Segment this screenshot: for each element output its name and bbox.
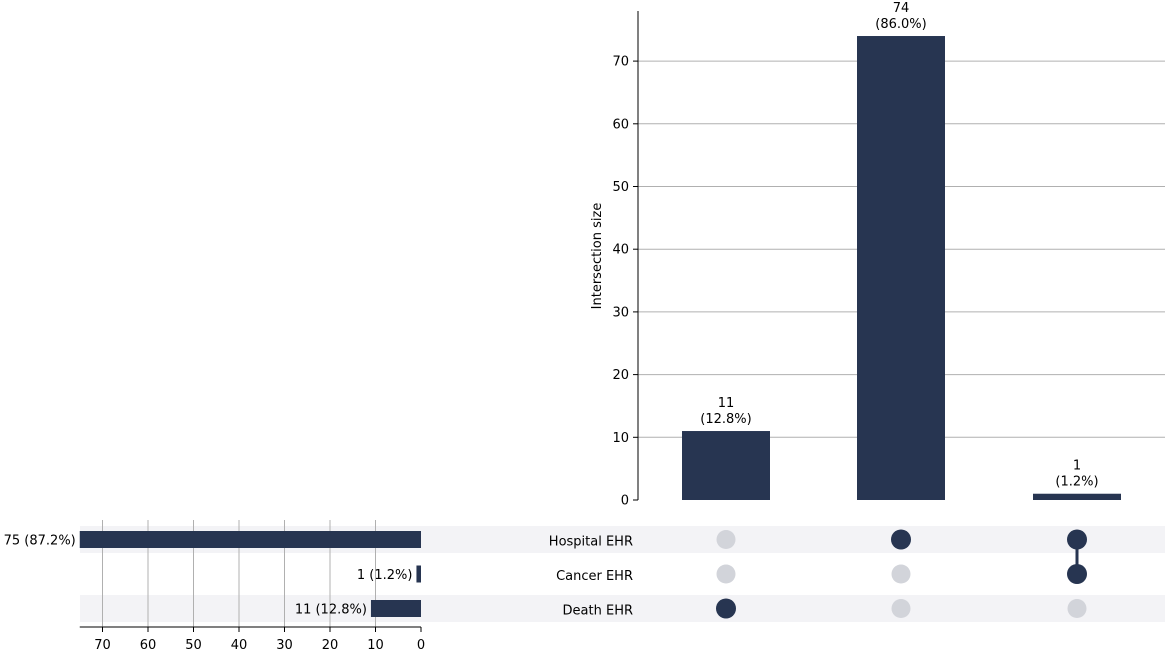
set-size-bar-death-ehr (370, 600, 421, 617)
intersection-tick-label: 50 (612, 180, 629, 195)
intersection-tick-label: 70 (612, 55, 629, 70)
intersection-tick-label: 20 (612, 368, 629, 383)
set-size-tick-label: 60 (140, 638, 157, 651)
set-name-hospital-ehr: Hospital EHR (549, 535, 633, 550)
set-size-label: 1 (1.2%) (357, 568, 413, 583)
intersection-bar-count-label: 74 (893, 1, 910, 16)
intersection-axis: 0 10 20 30 40 50 60 70 (612, 10, 639, 509)
set-size-tick-label: 40 (231, 638, 248, 651)
matrix-dot-inactive (716, 530, 736, 549)
matrix-dot-active (1067, 529, 1087, 550)
set-size-bars: 75 (87.2%) 1 (1.2%) 11 (12.8%) (4, 531, 421, 618)
intersection-tick-label: 0 (621, 494, 629, 509)
set-size-bar-cancer-ehr (416, 565, 421, 583)
matrix-dot-inactive (891, 599, 911, 618)
matrix-dot-active (891, 529, 911, 550)
intersection-tick-label: 60 (612, 117, 629, 132)
matrix-dot-inactive (716, 564, 736, 584)
row-shade-death-ehr (80, 595, 1165, 622)
set-size-bar-hospital-ehr (79, 531, 421, 548)
matrix-dot-active (1067, 564, 1087, 584)
set-name-labels: Hospital EHR Cancer EHR Death EHR (549, 535, 633, 619)
intersection-bar-percent-label: (1.2%) (1055, 475, 1098, 490)
matrix-dot-inactive (891, 564, 911, 584)
set-size-label: 75 (87.2%) (4, 534, 76, 549)
set-size-label: 11 (12.8%) (295, 603, 367, 618)
intersection-tick-label: 10 (612, 431, 629, 446)
intersection-bar-count-label: 11 (718, 396, 735, 411)
intersection-tick-label: 30 (612, 305, 629, 320)
set-size-tick-label: 0 (417, 638, 425, 651)
intersection-tick-label: 40 (612, 243, 629, 258)
set-size-tick-label: 10 (367, 638, 384, 651)
intersection-y-axis-title: Intersection size (590, 203, 605, 310)
intersection-bar-1 (682, 431, 770, 500)
set-name-cancer-ehr: Cancer EHR (556, 569, 633, 584)
intersection-bars (682, 36, 1121, 501)
matrix-dot-active (716, 598, 736, 619)
intersection-bar-percent-label: (12.8%) (700, 412, 751, 427)
intersection-bar-count-label: 1 (1073, 459, 1081, 474)
intersection-bar-3 (1033, 493, 1121, 500)
set-size-tick-label: 50 (185, 638, 202, 651)
intersection-bar-percent-label: (86.0%) (875, 17, 926, 32)
set-size-axis: 0 10 20 30 40 50 60 70 (79, 626, 425, 651)
intersection-bar-labels: 11(12.8%) 74(86.0%) 1(1.2%) (700, 1, 1098, 490)
matrix-dot-inactive (1067, 599, 1087, 618)
intersection-matrix (716, 529, 1087, 619)
intersection-bar-2 (857, 36, 945, 501)
matrix-row-shades (80, 526, 1165, 622)
set-size-tick-label: 20 (322, 638, 339, 651)
set-name-death-ehr: Death EHR (563, 604, 633, 619)
set-size-tick-label: 70 (94, 638, 111, 651)
set-size-tick-label: 30 (276, 638, 293, 651)
